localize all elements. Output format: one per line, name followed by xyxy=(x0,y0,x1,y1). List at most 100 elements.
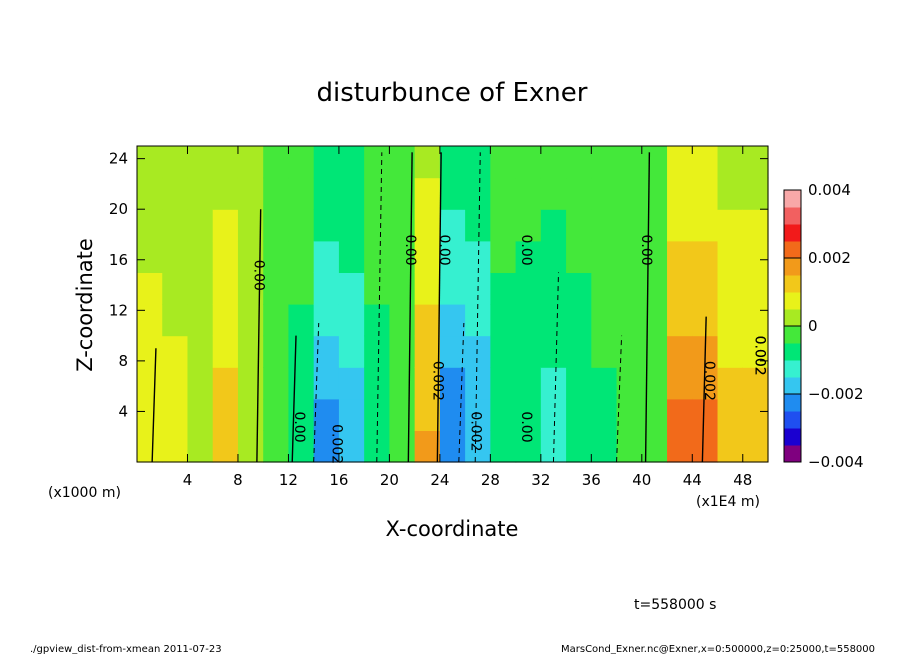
contour-label: 0.00 xyxy=(291,411,307,442)
heat-cell xyxy=(591,146,618,179)
heat-cell xyxy=(540,398,567,431)
contour-line xyxy=(436,152,442,463)
time-label: t=558000 s xyxy=(634,597,716,613)
contour-line xyxy=(644,152,651,463)
heat-cell xyxy=(566,240,592,273)
heat-cell xyxy=(187,335,214,368)
x-tick-label: 20 xyxy=(380,471,399,489)
heat-cell xyxy=(288,146,315,179)
contour-line xyxy=(291,335,297,463)
colorbar-swatch xyxy=(784,275,801,293)
heat-cell xyxy=(414,430,441,463)
heat-cell xyxy=(212,209,239,242)
heat-cell xyxy=(465,367,491,400)
heat-cell xyxy=(288,240,315,273)
heat-cell xyxy=(364,335,390,368)
heat-cell xyxy=(237,398,264,431)
heat-cell xyxy=(566,209,592,242)
heat-cell xyxy=(162,304,189,337)
heat-cell xyxy=(187,240,214,273)
heat-cell xyxy=(490,240,517,273)
heat-cell xyxy=(338,146,365,179)
chart-title: disturbunce of Exner xyxy=(317,78,588,108)
heat-cell xyxy=(490,335,517,368)
heat-cell xyxy=(717,240,744,273)
heat-cell xyxy=(212,398,239,431)
heat-cell xyxy=(591,240,618,273)
heat-cell xyxy=(490,177,517,210)
heat-cell xyxy=(313,367,340,400)
heat-cell xyxy=(742,209,769,242)
heat-cell xyxy=(263,146,290,179)
heat-cell xyxy=(237,335,264,368)
heat-cell xyxy=(137,367,163,400)
heat-cell xyxy=(667,146,693,179)
heat-cell xyxy=(338,240,365,273)
heat-cell xyxy=(717,367,744,400)
heat-cell xyxy=(439,367,466,400)
heat-cell xyxy=(237,367,264,400)
heat-cell xyxy=(540,209,567,242)
heat-cell xyxy=(667,240,693,273)
heat-cell xyxy=(212,240,239,273)
heat-cell xyxy=(641,240,668,273)
heat-cell xyxy=(667,398,693,431)
heat-cell xyxy=(389,304,416,337)
heat-cell xyxy=(237,304,264,337)
heat-cell xyxy=(162,177,189,210)
heat-cell xyxy=(439,146,466,179)
heat-cell xyxy=(465,146,491,179)
heat-cell xyxy=(364,304,390,337)
colorbar-label: −0.002 xyxy=(808,385,864,403)
heat-cell xyxy=(187,272,214,305)
contour-label: 0.00 xyxy=(436,234,452,265)
heat-cell xyxy=(515,272,542,305)
heat-cell xyxy=(540,177,567,210)
heat-cell xyxy=(338,272,365,305)
heat-cell xyxy=(515,177,542,210)
heat-cell xyxy=(212,304,239,337)
heat-cell xyxy=(540,272,567,305)
heat-cell xyxy=(515,209,542,242)
colorbar-swatch xyxy=(784,445,801,463)
heat-cell xyxy=(263,398,290,431)
heat-cell xyxy=(540,146,567,179)
heat-cell xyxy=(338,335,365,368)
x-axis-label: X-coordinate xyxy=(386,517,519,541)
contour-label: 0.00 xyxy=(518,234,534,265)
y-tick-label: 8 xyxy=(118,352,128,370)
heat-cell xyxy=(540,240,567,273)
colorbar-swatch xyxy=(784,360,801,378)
heat-cell xyxy=(313,240,340,273)
heat-cell xyxy=(162,146,189,179)
heat-cell xyxy=(566,367,592,400)
heat-cell xyxy=(490,430,517,463)
heat-cell xyxy=(414,304,441,337)
heat-cell xyxy=(414,367,441,400)
colorbar-swatch xyxy=(784,428,801,446)
contour-line-dashed xyxy=(616,335,623,463)
heat-cell xyxy=(641,209,668,242)
heat-cell xyxy=(641,304,668,337)
heat-cell xyxy=(187,398,214,431)
heat-cell xyxy=(515,240,542,273)
x-unit-left: (x1000 m) xyxy=(48,485,121,501)
heat-cell xyxy=(313,430,340,463)
heat-cell xyxy=(641,272,668,305)
heat-cell xyxy=(515,367,542,400)
heat-cell xyxy=(313,209,340,242)
colorbar-swatch xyxy=(784,190,801,208)
heat-cell xyxy=(465,240,491,273)
heat-cell xyxy=(490,146,517,179)
heat-cell xyxy=(263,209,290,242)
heat-cell xyxy=(515,146,542,179)
heat-cell xyxy=(692,430,719,463)
heat-cell xyxy=(187,367,214,400)
heat-cell xyxy=(692,398,719,431)
heat-cell xyxy=(515,398,542,431)
heat-cell xyxy=(566,335,592,368)
heat-cell xyxy=(338,177,365,210)
contour-line-dashed xyxy=(376,152,383,463)
plot-frame xyxy=(136,145,769,463)
x-tick-label: 36 xyxy=(582,471,601,489)
